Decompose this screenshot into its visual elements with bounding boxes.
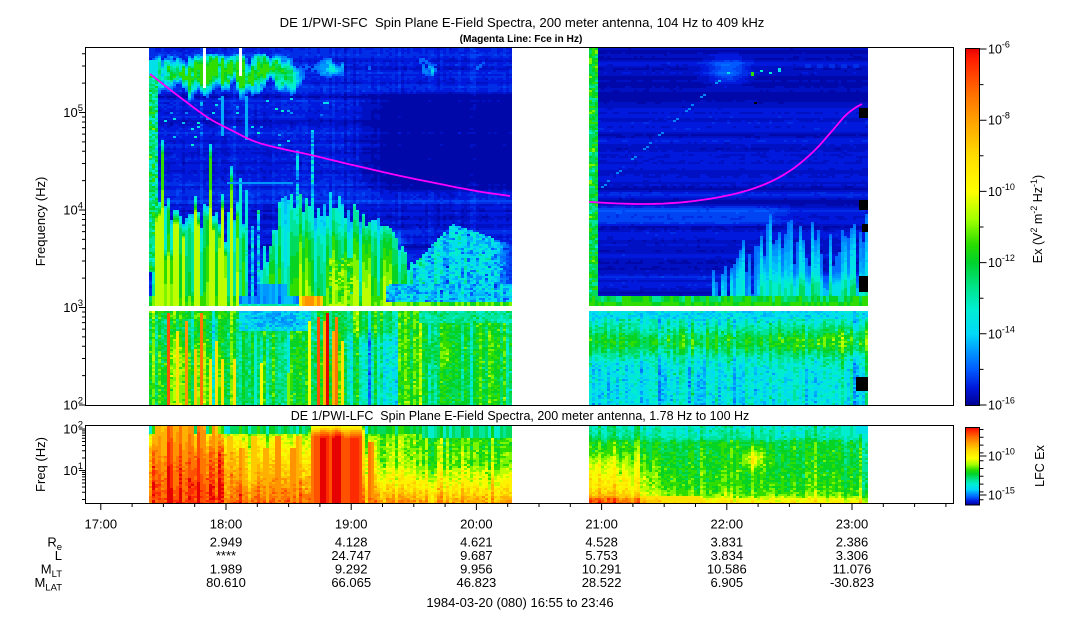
svg-text:1984-03-20 (080) 16:55 to 23:4: 1984-03-20 (080) 16:55 to 23:46: [426, 595, 613, 610]
svg-text:LFC Ex: LFC Ex: [1033, 444, 1047, 486]
svg-text:21:00: 21:00: [585, 517, 618, 532]
svg-text:19:00: 19:00: [335, 517, 368, 532]
svg-text:Freq (Hz): Freq (Hz): [33, 437, 48, 492]
svg-text:L: L: [55, 548, 62, 563]
svg-text:28.522: 28.522: [582, 575, 622, 590]
svg-text:11.076: 11.076: [833, 562, 872, 577]
svg-text:9.956: 9.956: [460, 562, 493, 577]
svg-text:23:00: 23:00: [836, 517, 869, 532]
svg-text:2.949: 2.949: [210, 535, 243, 550]
svg-text:****: ****: [216, 548, 236, 563]
svg-text:Frequency (Hz): Frequency (Hz): [33, 177, 48, 267]
svg-text:3.306: 3.306: [836, 548, 869, 563]
svg-text:20:00: 20:00: [460, 517, 493, 532]
svg-text:DE 1/PWI-LFC Spin Plane E-Fie: DE 1/PWI-LFC Spin Plane E-Field Spectra,…: [291, 409, 750, 423]
svg-text:80.610: 80.610: [206, 575, 246, 590]
svg-text:9.292: 9.292: [335, 562, 368, 577]
svg-text:DE 1/PWI-SFC Spin Plane E-Fie: DE 1/PWI-SFC Spin Plane E-Field Spectra,…: [280, 15, 765, 30]
svg-text:3.834: 3.834: [711, 548, 744, 563]
svg-text:22:00: 22:00: [711, 517, 744, 532]
svg-text:24.747: 24.747: [331, 548, 371, 563]
svg-text:17:00: 17:00: [85, 517, 118, 532]
svg-text:46.823: 46.823: [457, 575, 497, 590]
svg-text:Ex (V2 m-2 Hz-1): Ex (V2 m-2 Hz-1): [1029, 175, 1045, 263]
svg-text:(Magenta Line: Fce in Hz): (Magenta Line: Fce in Hz): [460, 34, 583, 45]
svg-text:5.753: 5.753: [585, 548, 618, 563]
svg-text:9.687: 9.687: [460, 548, 493, 563]
svg-text:4.621: 4.621: [460, 535, 493, 550]
svg-text:-30.823: -30.823: [830, 575, 874, 590]
svg-text:6.905: 6.905: [711, 575, 744, 590]
svg-text:10.586: 10.586: [707, 562, 747, 577]
svg-text:4.528: 4.528: [585, 535, 618, 550]
svg-text:1.989: 1.989: [210, 562, 243, 577]
svg-text:66.065: 66.065: [331, 575, 371, 590]
svg-text:2.386: 2.386: [836, 535, 869, 550]
svg-text:3.831: 3.831: [711, 535, 744, 550]
svg-text:10.291: 10.291: [582, 562, 622, 577]
svg-text:18:00: 18:00: [210, 517, 243, 532]
svg-text:4.128: 4.128: [335, 535, 368, 550]
